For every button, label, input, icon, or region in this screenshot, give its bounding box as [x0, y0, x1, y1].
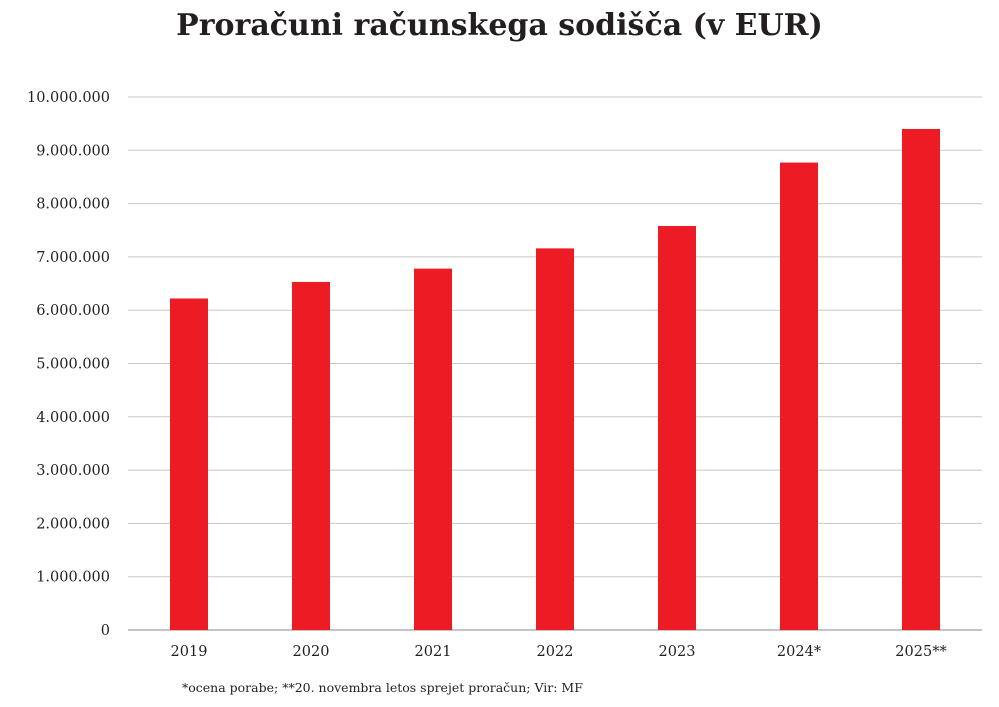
x-tick-label: 2023 [659, 644, 696, 660]
bar-2019 [170, 298, 208, 630]
bar-2021 [414, 268, 452, 630]
x-tick-label: 2019 [171, 644, 208, 660]
y-tick-label: 6.000.000 [36, 303, 110, 319]
y-tick-label: 2.000.000 [36, 516, 110, 532]
y-tick-label: 4.000.000 [36, 410, 110, 426]
bar-2025 [902, 128, 940, 631]
y-tick-label: 5.000.000 [36, 357, 110, 373]
x-tick-label: 2020 [293, 644, 330, 660]
y-tick-label: 1.000.000 [36, 570, 110, 586]
x-tick-label: 2022 [537, 644, 574, 660]
bars [170, 128, 940, 631]
bar-2023 [658, 225, 696, 630]
x-axis-tick-labels: 2019 2020 2021 2022 2023 2024* 2025** [171, 644, 948, 660]
chart-footnote: *ocena porabe; **20. novembra letos spre… [182, 680, 583, 695]
y-tick-label: 9.000.000 [36, 143, 110, 159]
y-axis-tick-labels: 0 1.000.000 2.000.000 3.000.000 4.000.000 5.0… [27, 90, 110, 639]
y-tick-label: 3.000.000 [36, 463, 110, 479]
y-tick-label: 7.000.000 [36, 250, 110, 266]
bar-2020 [292, 281, 330, 630]
y-tick-label: 8.000.000 [36, 197, 110, 213]
y-tick-label: 0 [101, 623, 110, 639]
bar-2022 [536, 248, 574, 630]
x-tick-label: 2025** [895, 644, 947, 660]
bar-2024 [780, 162, 818, 630]
x-tick-label: 2021 [415, 644, 452, 660]
x-tick-label: 2024* [777, 644, 822, 660]
chart-title: Proračuni računskega sodišča (v EUR) [176, 8, 823, 43]
y-tick-label: 10.000.000 [27, 90, 110, 106]
